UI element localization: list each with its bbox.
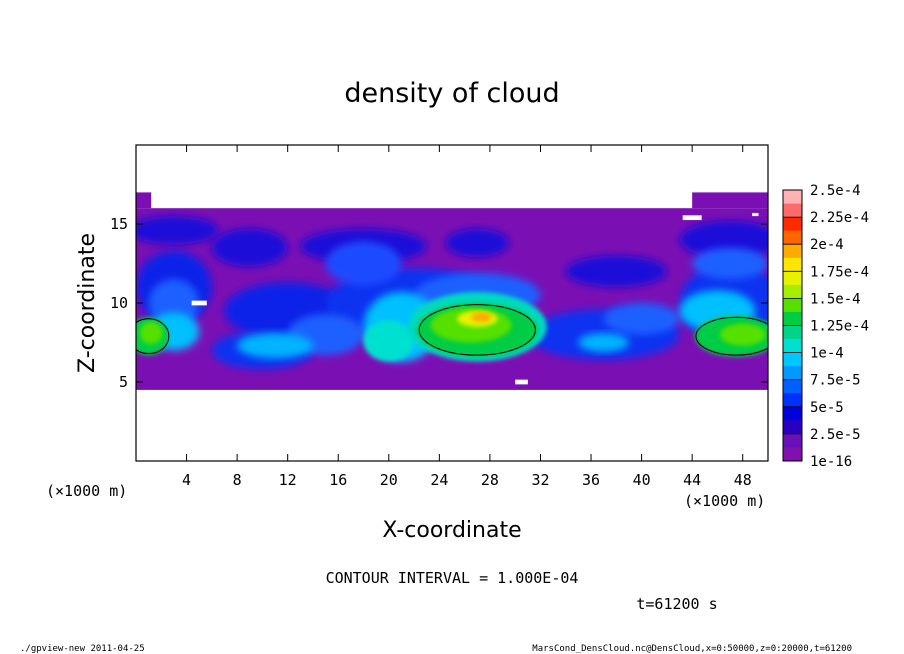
colorbar-segment: [783, 325, 802, 340]
footer-left: ./gpview-new 2011-04-25: [20, 644, 145, 654]
colorbar-label: 5e-5: [810, 400, 844, 416]
colorbar-segment: [783, 298, 802, 313]
density-contour-23: [363, 320, 415, 362]
contour-line-1: [695, 316, 768, 356]
density-contour-16: [603, 303, 680, 335]
chart-title: density of cloud: [344, 78, 559, 109]
density-contour-12: [325, 241, 402, 286]
colorbar-segment: [783, 447, 802, 462]
x-tick-label: 32: [531, 471, 549, 489]
density-contour-32: [470, 312, 492, 322]
x-tick-label: 16: [329, 471, 347, 489]
contour-interval-label: CONTOUR INTERVAL = 1.000E-04: [326, 569, 579, 587]
density-field: [136, 192, 768, 390]
x-axis-ticks: 4 8 12 16 20 24 28 32 36 40 44 48: [182, 145, 752, 489]
colorbar-label: 2.5e-5: [810, 427, 861, 443]
colorbar-segment: [783, 203, 802, 218]
density-contour-4: [565, 255, 667, 288]
colorbar-labels: 2.5e-4 2.25e-4 2e-4 1.75e-4 1.5e-4 1.25e-4 1e-…: [783, 183, 869, 470]
x-tick-label: 44: [683, 471, 701, 489]
colorbar-segment: [783, 271, 802, 286]
density-contour-0: [136, 216, 219, 245]
x-tick-label: 12: [279, 471, 297, 489]
x-tick-label: 48: [734, 471, 752, 489]
density-contour-1: [211, 228, 288, 267]
x-tick-label: 20: [380, 471, 398, 489]
x-unit-right-label: (×1000 m): [684, 492, 765, 510]
density-contours: [136, 216, 768, 370]
colorbar-segment: [783, 284, 802, 299]
x-tick-label: 28: [481, 471, 499, 489]
colorbar-label: 1e-4: [810, 346, 844, 362]
density-contour-15: [148, 279, 200, 327]
colorbar-label: 2e-4: [810, 237, 844, 253]
contour-line-2: [136, 318, 170, 355]
x-unit-left-label: (×1000 m): [46, 482, 127, 500]
x-tick-label: 8: [233, 471, 242, 489]
data-gap-0: [191, 300, 207, 306]
y-tick-label: 5: [119, 373, 128, 391]
y-tick-label: 10: [110, 294, 128, 312]
colorbar-segment: [783, 433, 802, 448]
colorbar-segment: [783, 379, 802, 394]
colorbar-segment: [783, 406, 802, 421]
density-contour-14: [692, 247, 768, 280]
x-tick-label: 24: [430, 471, 448, 489]
colorbar-segment: [783, 244, 802, 259]
colorbar-segment: [783, 339, 802, 353]
colorbar-segment: [783, 366, 802, 381]
colorbar-label: 1.75e-4: [810, 264, 869, 280]
cloud-layer-top-right: [692, 192, 768, 209]
density-contour-3: [445, 228, 509, 258]
x-tick-label: 4: [182, 471, 191, 489]
colorbar-segment: [783, 257, 802, 272]
x-tick-label: 40: [633, 471, 651, 489]
colorbar-segment: [783, 230, 802, 245]
density-contour-29: [719, 323, 766, 346]
colorbar-segment: [783, 190, 802, 204]
colorbar-label: 1e-16: [810, 454, 852, 470]
cloud-layer-top-left: [136, 192, 152, 209]
colorbar-label: 2.5e-4: [810, 183, 861, 199]
colorbar-segment: [783, 217, 802, 232]
colorbar-label: 1.25e-4: [810, 319, 869, 335]
y-tick-label: 15: [110, 215, 128, 233]
colorbar-segment: [783, 393, 802, 408]
density-contour-20: [578, 333, 629, 352]
colorbar-segment: [783, 311, 802, 326]
data-gap-2: [752, 212, 759, 217]
y-axis-ticks: 5 10 15: [110, 215, 768, 391]
y-axis-title: Z-coordinate: [75, 233, 100, 373]
density-contour-18: [237, 333, 313, 359]
x-axis-title: X-coordinate: [382, 518, 521, 543]
density-contour-30: [139, 321, 163, 345]
colorbar-label: 2.25e-4: [810, 210, 869, 226]
data-gap-3: [515, 379, 528, 385]
contour-line-0: [418, 304, 536, 356]
footer-right: MarsCond_DensCloud.nc@DensCloud,x=0:5000…: [532, 644, 852, 654]
data-gap-1: [682, 215, 702, 221]
colorbar-segment: [783, 352, 802, 367]
colorbar-label: 1.5e-4: [810, 291, 861, 307]
colorbar-segment: [783, 420, 802, 435]
colorbar-label: 7.5e-5: [810, 373, 861, 389]
x-tick-label: 36: [582, 471, 600, 489]
time-label: t=61200 s: [636, 595, 717, 613]
